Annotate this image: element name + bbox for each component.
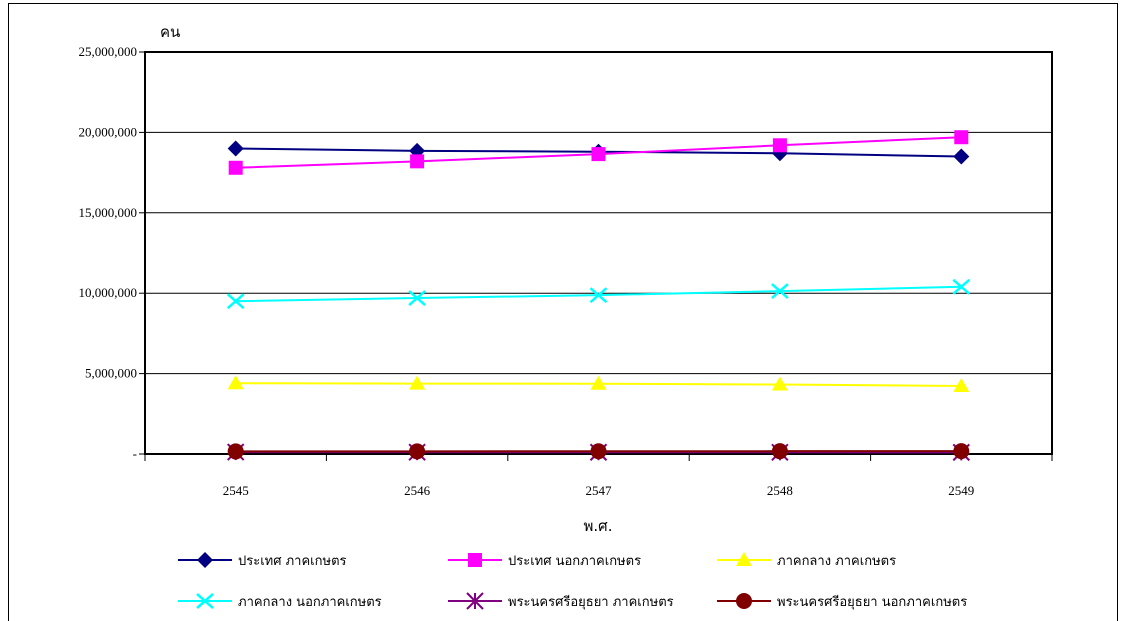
legend-label: พระนครศรีอยุธยา ภาคเกษตร (508, 594, 674, 610)
data-point (466, 592, 484, 610)
x-axis-label: พ.ศ. (584, 517, 613, 535)
data-point (226, 293, 245, 310)
data-point (952, 278, 971, 295)
chart-frame (8, 3, 1118, 621)
data-point (408, 290, 426, 306)
x-tick-label: 2548 (767, 483, 793, 498)
legend-item: ภาคกลาง นอกภาคเกษตร (178, 593, 382, 610)
y-tick-label: - (133, 446, 137, 461)
data-point (409, 443, 426, 460)
data-point (468, 553, 482, 567)
plot-area (144, 51, 1053, 455)
y-axis-ticks: - 5,000,000 10,000,000 15,000,000 20,000,000… (79, 44, 145, 461)
data-point (771, 376, 788, 391)
data-point (227, 375, 244, 390)
y-tick-label: 20,000,000 (79, 124, 138, 139)
y-tick-label: 10,000,000 (79, 285, 138, 300)
data-point (736, 552, 752, 566)
legend-item: ประเทศ นอกภาคเกษตร (448, 553, 641, 569)
x-tick-label: 2549 (948, 483, 974, 498)
legend-label: ภาคกลาง ภาคเกษตร (777, 554, 896, 569)
data-point (590, 443, 607, 460)
y-tick-label: 5,000,000 (85, 366, 137, 381)
legend-label: ประเทศ ภาคเกษตร (238, 554, 347, 569)
data-point (954, 130, 969, 145)
data-point (772, 138, 787, 153)
y-tick-label: 25,000,000 (79, 44, 138, 59)
data-point (736, 593, 752, 609)
data-point (196, 593, 214, 609)
legend-item: พระนครศรีอยุธยา นอกภาคเกษตร (717, 593, 967, 610)
data-series (228, 130, 969, 175)
legend-label: พระนครศรีอยุธยา นอกภาคเกษตร (777, 594, 967, 610)
legend-item: พระนครศรีอยุธยา ภาคเกษตร (448, 592, 674, 610)
data-point (227, 140, 244, 157)
data-point (771, 443, 788, 460)
x-tick-label: 2546 (404, 483, 431, 498)
data-series (227, 443, 970, 460)
x-axis-ticks: 2545 2546 2547 2548 2549 (144, 454, 1053, 498)
data-point (409, 375, 426, 390)
data-point (591, 147, 606, 162)
data-point (953, 377, 970, 392)
data-point (589, 287, 608, 304)
data-point (771, 283, 789, 300)
x-tick-label: 2547 (586, 483, 613, 498)
data-point (953, 443, 970, 460)
data-point (410, 154, 425, 169)
y-tick-label: 15,000,000 (79, 205, 138, 220)
data-point (590, 375, 607, 390)
data-point (227, 443, 244, 460)
x-tick-label: 2545 (223, 483, 249, 498)
data-point (228, 160, 243, 175)
y-axis-label: คน (160, 23, 180, 41)
series-lines (226, 130, 971, 462)
legend-item: ภาคกลาง ภาคเกษตร (717, 552, 896, 569)
data-series (226, 278, 971, 310)
data-point (953, 148, 970, 165)
legend: ประเทศ ภาคเกษตร ประเทศ นอกภาคเกษตร ภาคกลาง… (178, 552, 967, 610)
legend-item: ประเทศ ภาคเกษตร (178, 552, 347, 569)
legend-label: ประเทศ นอกภาคเกษตร (508, 554, 641, 569)
data-series (227, 375, 970, 392)
data-point (197, 552, 213, 568)
legend-label: ภาคกลาง นอกภาคเกษตร (238, 595, 382, 610)
